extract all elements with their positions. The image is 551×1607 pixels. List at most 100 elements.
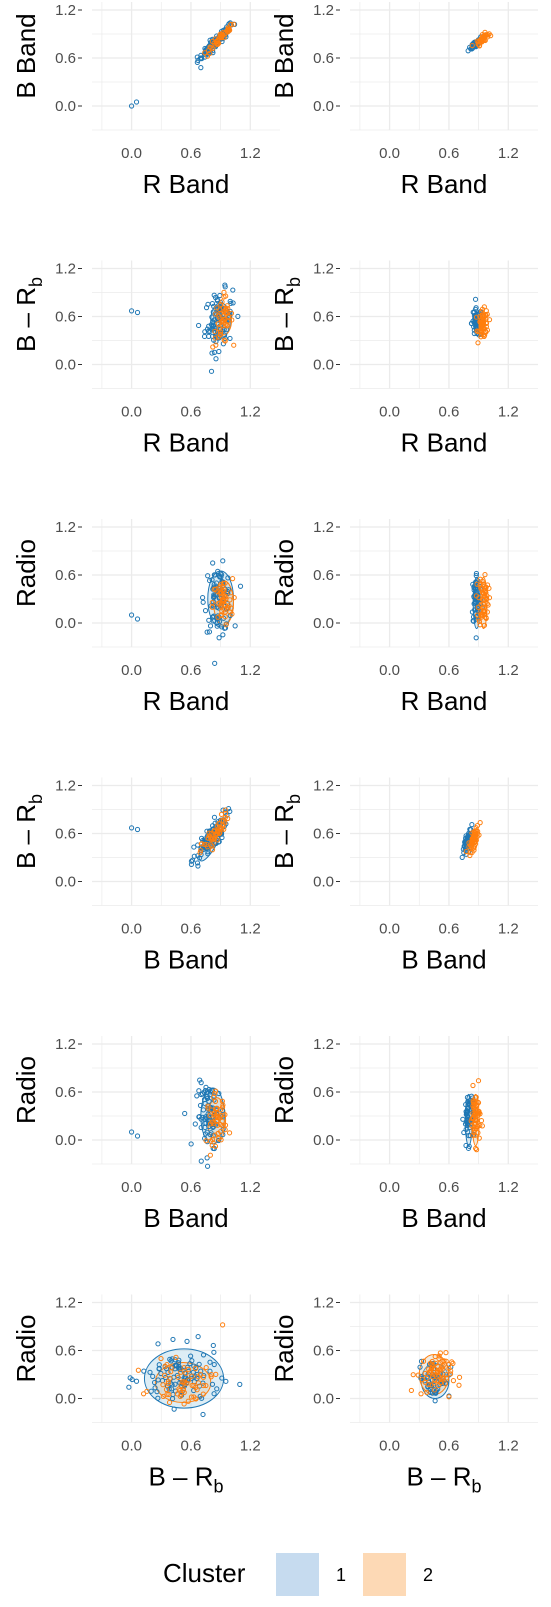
point-cluster-2 (217, 1114, 224, 1120)
point-cluster-1 (473, 570, 480, 577)
point-cluster-2 (218, 602, 224, 608)
point-cluster-2 (218, 811, 225, 817)
point-cluster-2 (224, 323, 230, 329)
point-cluster-1 (206, 323, 212, 329)
panel-4-2: 0.0 0.6 1.2 0.0 0.6 1.2 B Band B – Rb (269, 777, 538, 975)
x-tick-label: 0.0 (121, 921, 142, 938)
legend-label-1: 1 (336, 1565, 346, 1585)
point-cluster-2 (432, 1353, 438, 1360)
point-cluster-2 (223, 309, 229, 315)
point-cluster-1 (459, 854, 465, 860)
point-cluster-2 (419, 1377, 425, 1383)
point-cluster-2 (431, 1380, 437, 1386)
point-cluster-1 (220, 558, 226, 564)
point-cluster-1 (475, 607, 481, 613)
y-tick-label: 1.2 (313, 261, 334, 278)
x-tick-label: 1.2 (240, 1179, 261, 1196)
point-cluster-1 (207, 1359, 213, 1365)
point-cluster-1 (188, 1141, 194, 1147)
point-cluster-2 (228, 605, 234, 611)
point-cluster-2 (219, 299, 225, 305)
point-cluster-2 (216, 820, 222, 827)
point-cluster-1 (202, 329, 208, 335)
point-cluster-2 (217, 315, 223, 321)
point-cluster-2 (483, 32, 489, 38)
point-cluster-2 (207, 1152, 213, 1158)
point-cluster-1 (184, 1338, 190, 1344)
point-cluster-2 (442, 1381, 449, 1387)
point-cluster-2 (441, 1358, 447, 1364)
point-cluster-2 (191, 1382, 197, 1389)
point-cluster-2 (214, 837, 220, 843)
point-cluster-1 (219, 1375, 225, 1381)
point-cluster-1 (167, 1356, 173, 1362)
point-cluster-2 (476, 618, 482, 625)
y-axis-title: Radio (11, 539, 41, 607)
point-cluster-2 (162, 1363, 168, 1369)
point-cluster-2 (473, 1110, 479, 1116)
point-cluster-1 (212, 660, 218, 666)
point-cluster-2 (475, 1078, 482, 1084)
point-cluster-2 (474, 1123, 481, 1129)
point-cluster-2 (225, 815, 231, 822)
point-cluster-1 (202, 608, 209, 614)
point-cluster-2 (218, 301, 224, 307)
point-cluster-2 (471, 1120, 478, 1126)
point-cluster-2 (212, 1088, 219, 1094)
point-cluster-1 (173, 1363, 180, 1369)
point-cluster-1 (418, 1373, 424, 1380)
point-cluster-1 (237, 583, 244, 589)
point-cluster-2 (469, 42, 475, 49)
x-tick-label: 0.0 (379, 404, 400, 421)
point-cluster-1 (473, 635, 479, 641)
point-cluster-1 (188, 861, 195, 868)
point-cluster-1 (156, 1362, 162, 1368)
x-axis-title: B Band (401, 945, 486, 975)
point-cluster-1 (155, 1395, 161, 1401)
point-cluster-2 (160, 1382, 166, 1388)
y-tick-label: 0.0 (55, 874, 76, 891)
x-tick-label: 0.6 (439, 662, 460, 679)
point-cluster-2 (177, 1387, 183, 1394)
point-cluster-2 (212, 1143, 219, 1149)
point-cluster-2 (220, 1322, 226, 1328)
point-cluster-1 (195, 1333, 201, 1340)
point-cluster-2 (225, 25, 231, 31)
x-tick-label: 0.0 (379, 1438, 400, 1455)
point-cluster-1 (200, 1352, 207, 1358)
point-cluster-1 (210, 323, 217, 329)
x-axis-title: B Band (401, 1203, 486, 1233)
y-tick-label: 0.6 (55, 567, 76, 584)
y-axis-title: B – Rb (11, 794, 46, 869)
panel-1-1: 0.0 0.6 1.2 0.0 0.6 1.2 R Band B Band (11, 2, 280, 199)
x-axis-title: B Band (143, 945, 228, 975)
y-tick-label: 0.6 (55, 1084, 76, 1101)
y-tick-label: 0.0 (55, 357, 76, 374)
point-cluster-1 (204, 1163, 211, 1169)
legend-label-2: 2 (423, 1565, 433, 1585)
point-cluster-1 (208, 368, 215, 374)
point-cluster-2 (474, 581, 480, 587)
point-cluster-2 (222, 338, 228, 344)
x-axis-title: R Band (401, 169, 488, 199)
y-tick-label: 0.0 (313, 1391, 334, 1408)
x-axis-title: R Band (401, 686, 488, 716)
point-cluster-2 (197, 1371, 204, 1378)
point-cluster-1 (216, 348, 222, 355)
point-cluster-2 (226, 1130, 233, 1136)
point-cluster-2 (223, 311, 229, 317)
point-cluster-1 (191, 853, 197, 859)
point-cluster-2 (481, 326, 488, 332)
point-cluster-2 (479, 34, 486, 40)
point-cluster-1 (217, 292, 223, 299)
x-tick-label: 0.6 (181, 404, 202, 421)
point-cluster-1 (172, 1357, 178, 1363)
point-cluster-2 (472, 830, 478, 836)
point-cluster-2 (467, 852, 473, 859)
y-axis-title: B – Rb (269, 277, 304, 352)
point-cluster-1 (204, 1155, 210, 1161)
point-cluster-2 (214, 1117, 220, 1124)
point-cluster-2 (478, 331, 485, 338)
point-cluster-2 (192, 1365, 199, 1371)
point-cluster-2 (207, 44, 213, 50)
